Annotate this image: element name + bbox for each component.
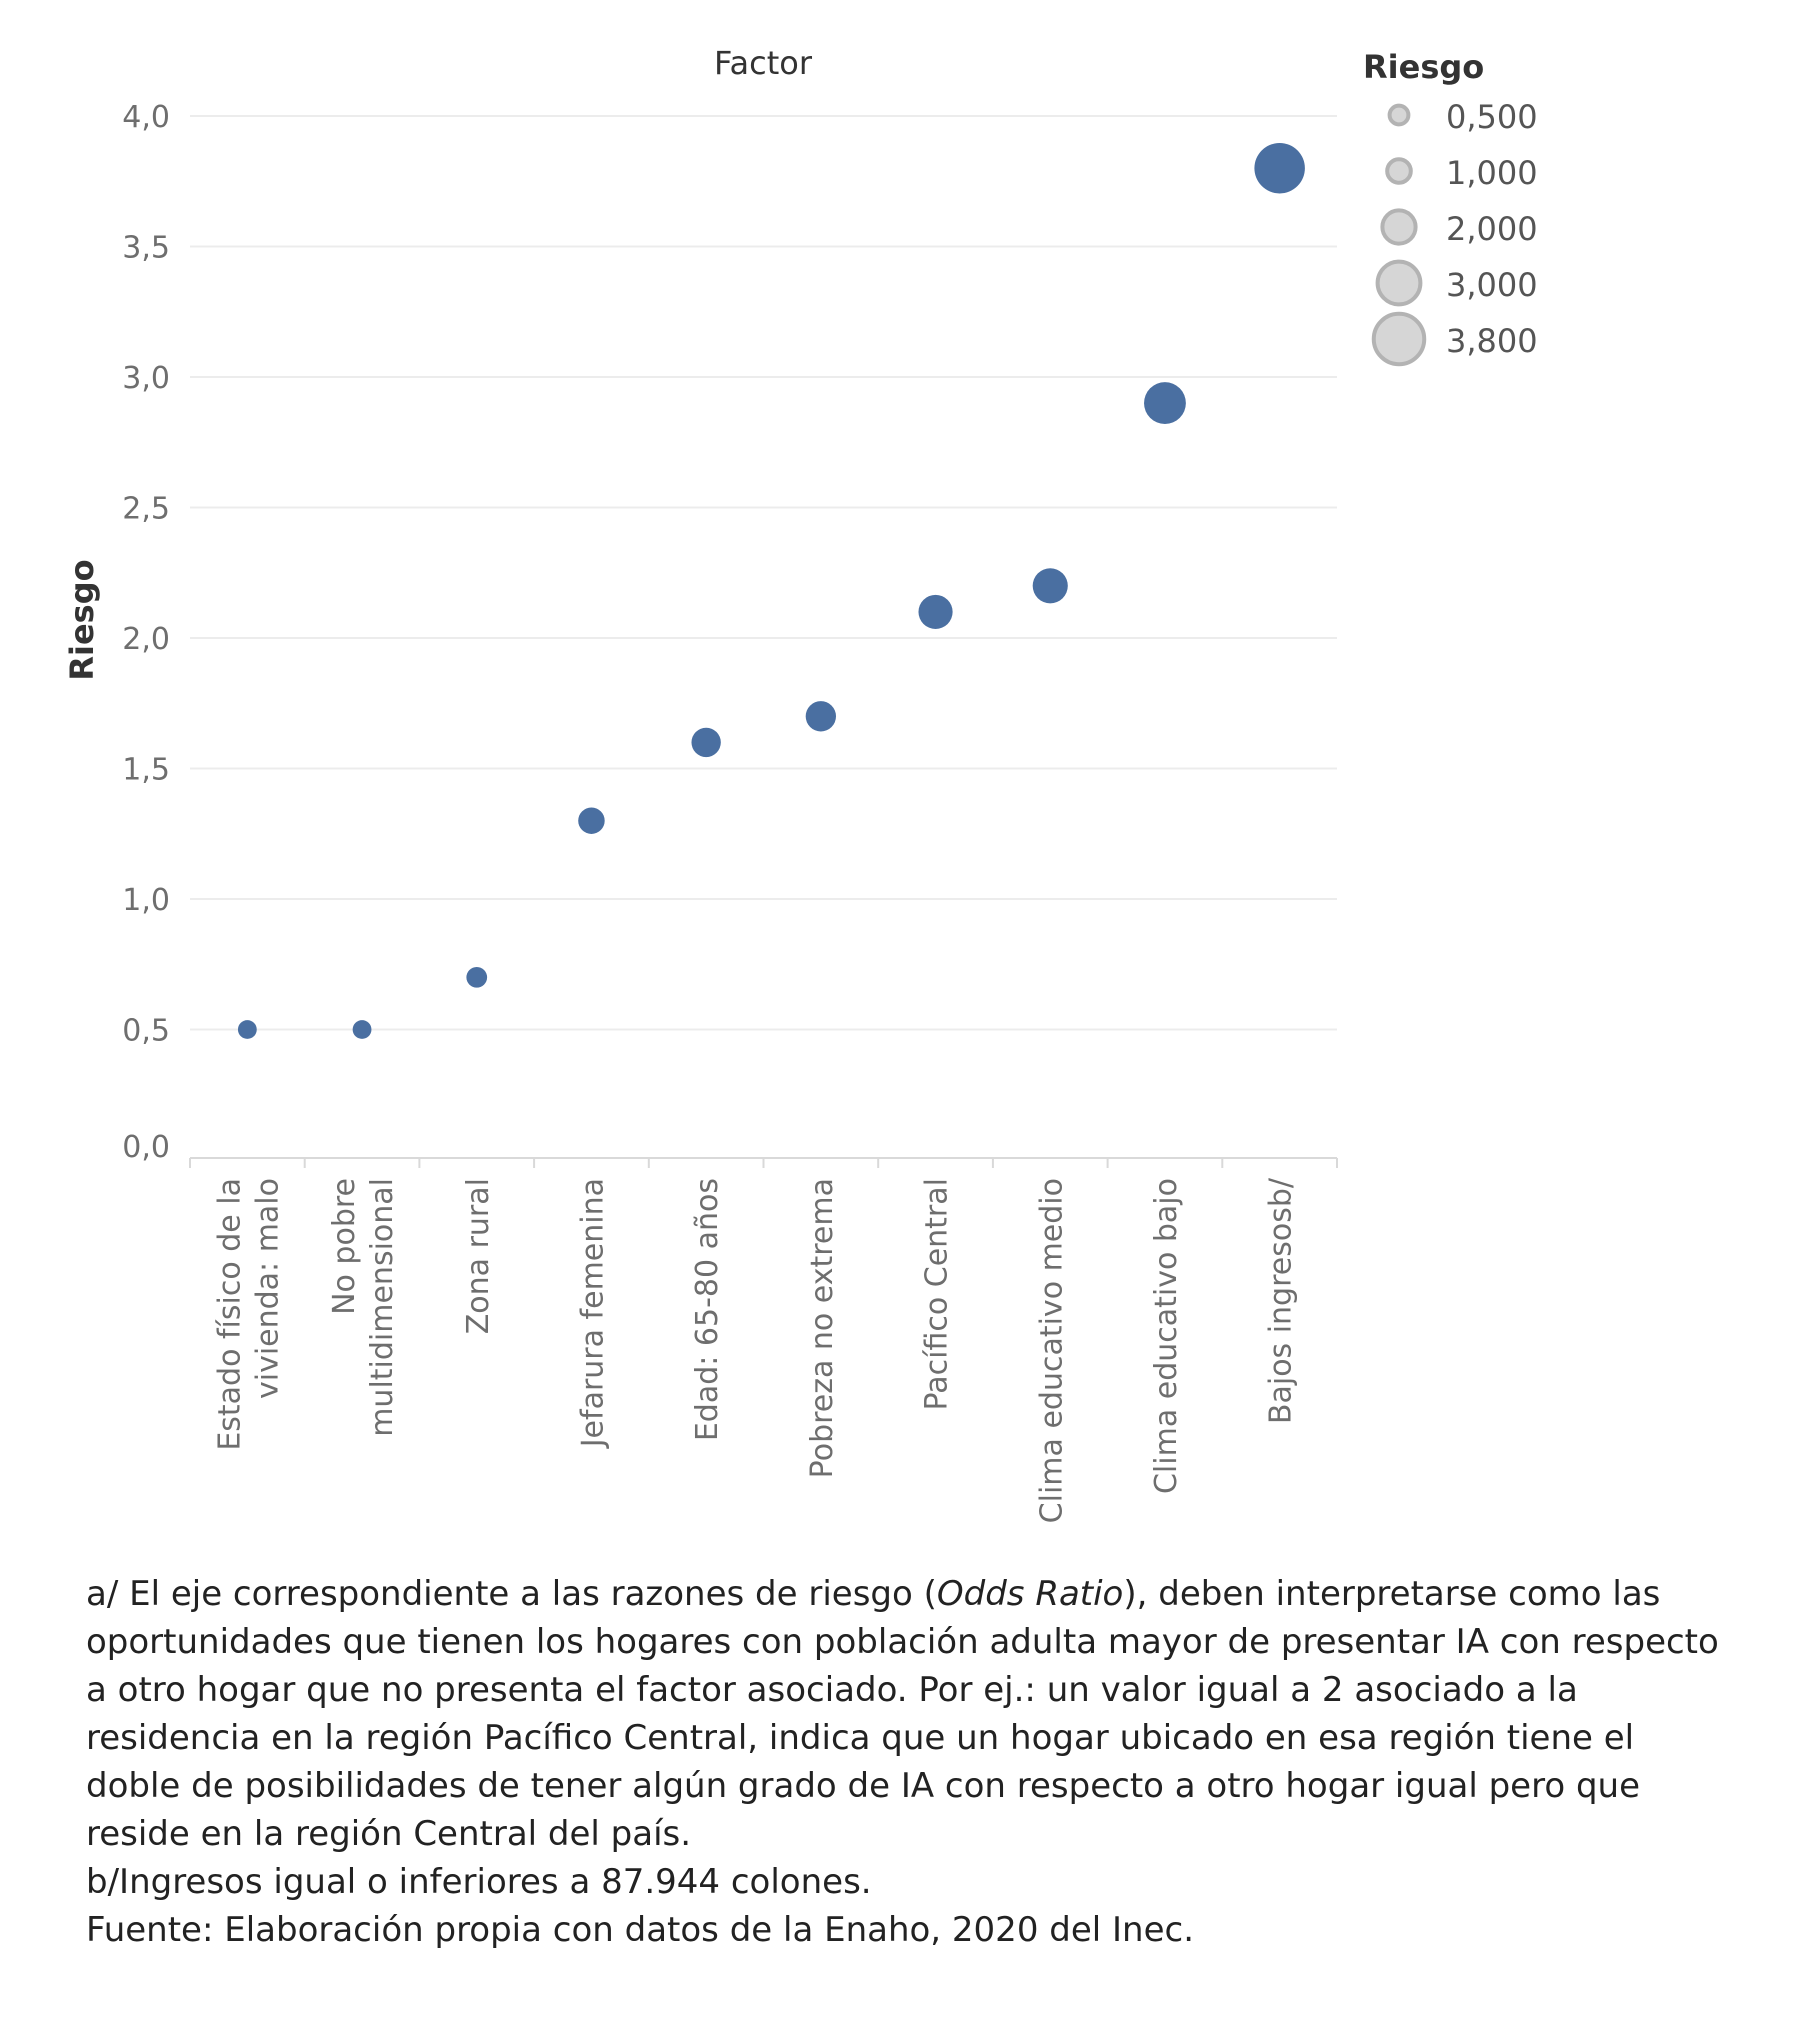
x-category-label: Pobreza no extrema	[805, 1178, 840, 1478]
legend-label: 2,000	[1446, 210, 1538, 248]
x-category-label-line: Clima educativo medio	[1034, 1178, 1069, 1523]
x-category-label: Jefarura femenina	[575, 1178, 610, 1449]
y-axis-ticks: 0,0 0,5 1,0 1,5 2,0 2,5 3,0 3,5 4,0	[122, 100, 170, 1165]
x-category-label: Bajos ingresosb/	[1264, 1177, 1299, 1424]
x-category-label: Zona rural	[461, 1178, 496, 1334]
legend-label: 0,500	[1446, 98, 1538, 136]
data-point	[1144, 382, 1186, 425]
x-category-label-line: Zona rural	[461, 1178, 496, 1334]
x-category-label-line: Jefarura femenina	[575, 1178, 610, 1449]
x-category-label-line: Clima educativo bajo	[1149, 1178, 1184, 1494]
legend-label: 1,000	[1446, 154, 1538, 192]
legend-swatch	[1387, 103, 1411, 127]
data-point	[466, 966, 488, 988]
data-point	[805, 701, 837, 732]
x-category-label-line: Edad: 65-80 años	[690, 1178, 725, 1441]
y-tick-label: 0,0	[122, 1130, 170, 1165]
data-point	[691, 727, 721, 758]
legend-swatch	[1371, 311, 1427, 367]
legend-swatch	[1385, 157, 1413, 185]
y-tick-label: 1,5	[122, 753, 170, 788]
y-axis-title: Riesgo	[63, 559, 101, 680]
y-tick-label: 2,0	[122, 622, 170, 657]
x-category-label-line: Bajos ingresosb/	[1264, 1177, 1299, 1424]
data-point	[237, 1020, 257, 1039]
x-category-label-line: multidimensional	[365, 1178, 400, 1437]
x-category-label: Clima educativo medio	[1034, 1178, 1069, 1523]
y-tick-label: 3,0	[122, 361, 170, 396]
x-category-label: Edad: 65-80 años	[690, 1178, 725, 1441]
y-tick-label: 4,0	[122, 100, 170, 135]
x-axis: Estado físico de la vivienda: malo No pobr…	[189, 1157, 1338, 1523]
x-category-label: Estado físico de la vivienda: malo	[212, 1178, 285, 1451]
x-category-label-line: No pobre	[327, 1178, 362, 1315]
x-category-label-line: Estado físico de la	[212, 1178, 247, 1451]
x-category-label-line: vivienda: malo	[250, 1178, 285, 1399]
data-points	[237, 142, 1305, 1039]
data-point	[352, 1020, 372, 1039]
x-category-label: Clima educativo bajo	[1149, 1178, 1184, 1494]
source-note: Fuente: Elaboración propia con datos de …	[86, 1910, 1195, 1950]
legend-label: 3,000	[1446, 266, 1538, 304]
note-a: a/ El eje correspondiente a las razones …	[86, 1574, 1719, 1854]
y-tick-label: 2,5	[122, 492, 170, 527]
size-legend: Riesgo 0,500 1,000 2,000 3,000 3,800	[1363, 48, 1538, 367]
data-point	[578, 807, 605, 834]
x-category-label-line: Pobreza no extrema	[805, 1178, 840, 1478]
data-point	[1032, 568, 1068, 604]
y-tick-label: 1,0	[122, 883, 170, 918]
x-category-label: Pacífico Central	[920, 1178, 955, 1410]
legend-title: Riesgo	[1363, 48, 1484, 86]
y-tick-label: 0,5	[122, 1014, 170, 1049]
legend-label: 3,800	[1446, 322, 1538, 360]
data-point	[918, 594, 953, 629]
legend-swatch	[1380, 208, 1418, 246]
x-category-label-line: Pacífico Central	[920, 1178, 955, 1410]
legend-swatch	[1375, 259, 1423, 307]
gridlines	[190, 115, 1337, 1031]
note-b: b/Ingresos igual o inferiores a 87.944 c…	[86, 1862, 872, 1902]
odds-ratio-chart: Factor Riesgo 0,0 0,5 1,0 1,5 2,0 2,5 3,0 3,5 4,…	[63, 44, 1538, 1523]
footnotes: a/ El eje correspondiente a las razones …	[86, 1570, 1736, 1954]
x-category-label: No pobre multidimensional	[327, 1178, 400, 1437]
y-tick-label: 3,5	[122, 231, 170, 266]
column-title: Factor	[714, 44, 813, 82]
data-point	[1254, 142, 1305, 194]
